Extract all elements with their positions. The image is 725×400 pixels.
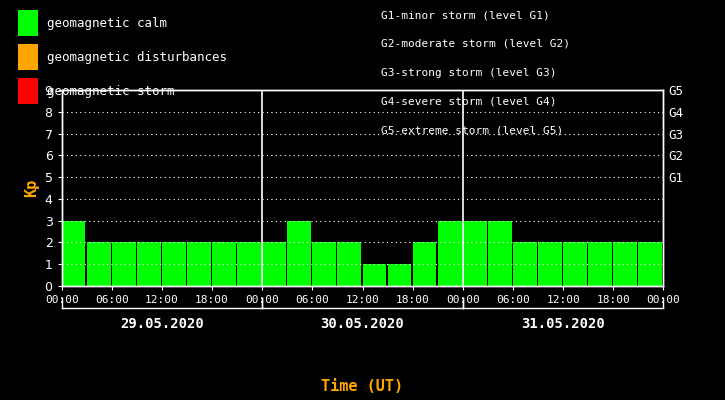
Bar <box>162 242 186 286</box>
Bar <box>337 242 361 286</box>
Bar <box>262 242 286 286</box>
Bar <box>312 242 336 286</box>
Bar <box>663 242 687 286</box>
Bar <box>112 242 136 286</box>
Bar <box>538 242 562 286</box>
Bar <box>62 221 86 286</box>
Bar <box>413 242 436 286</box>
Text: geomagnetic disturbances: geomagnetic disturbances <box>47 50 227 64</box>
Bar <box>563 242 587 286</box>
Bar <box>87 242 110 286</box>
Text: G2-moderate storm (level G2): G2-moderate storm (level G2) <box>381 39 570 49</box>
Text: 29.05.2020: 29.05.2020 <box>120 317 204 331</box>
Text: 30.05.2020: 30.05.2020 <box>320 317 405 331</box>
Bar <box>287 221 311 286</box>
Bar <box>488 221 512 286</box>
Bar <box>613 242 637 286</box>
Bar <box>638 242 662 286</box>
Bar <box>463 221 486 286</box>
Bar <box>362 264 386 286</box>
Text: 31.05.2020: 31.05.2020 <box>521 317 605 331</box>
Bar <box>237 242 261 286</box>
Bar <box>187 242 211 286</box>
Bar <box>588 242 612 286</box>
Text: G5-extreme storm (level G5): G5-extreme storm (level G5) <box>381 125 563 135</box>
Text: G4-severe storm (level G4): G4-severe storm (level G4) <box>381 96 556 106</box>
Text: geomagnetic calm: geomagnetic calm <box>47 16 167 30</box>
Bar <box>388 264 411 286</box>
Text: Time (UT): Time (UT) <box>321 379 404 394</box>
Bar <box>438 221 462 286</box>
Bar <box>212 242 236 286</box>
Y-axis label: Kp: Kp <box>24 179 39 197</box>
Bar <box>137 242 161 286</box>
Text: geomagnetic storm: geomagnetic storm <box>47 84 175 98</box>
Text: G3-strong storm (level G3): G3-strong storm (level G3) <box>381 68 556 78</box>
Bar <box>513 242 536 286</box>
Text: G1-minor storm (level G1): G1-minor storm (level G1) <box>381 10 550 20</box>
